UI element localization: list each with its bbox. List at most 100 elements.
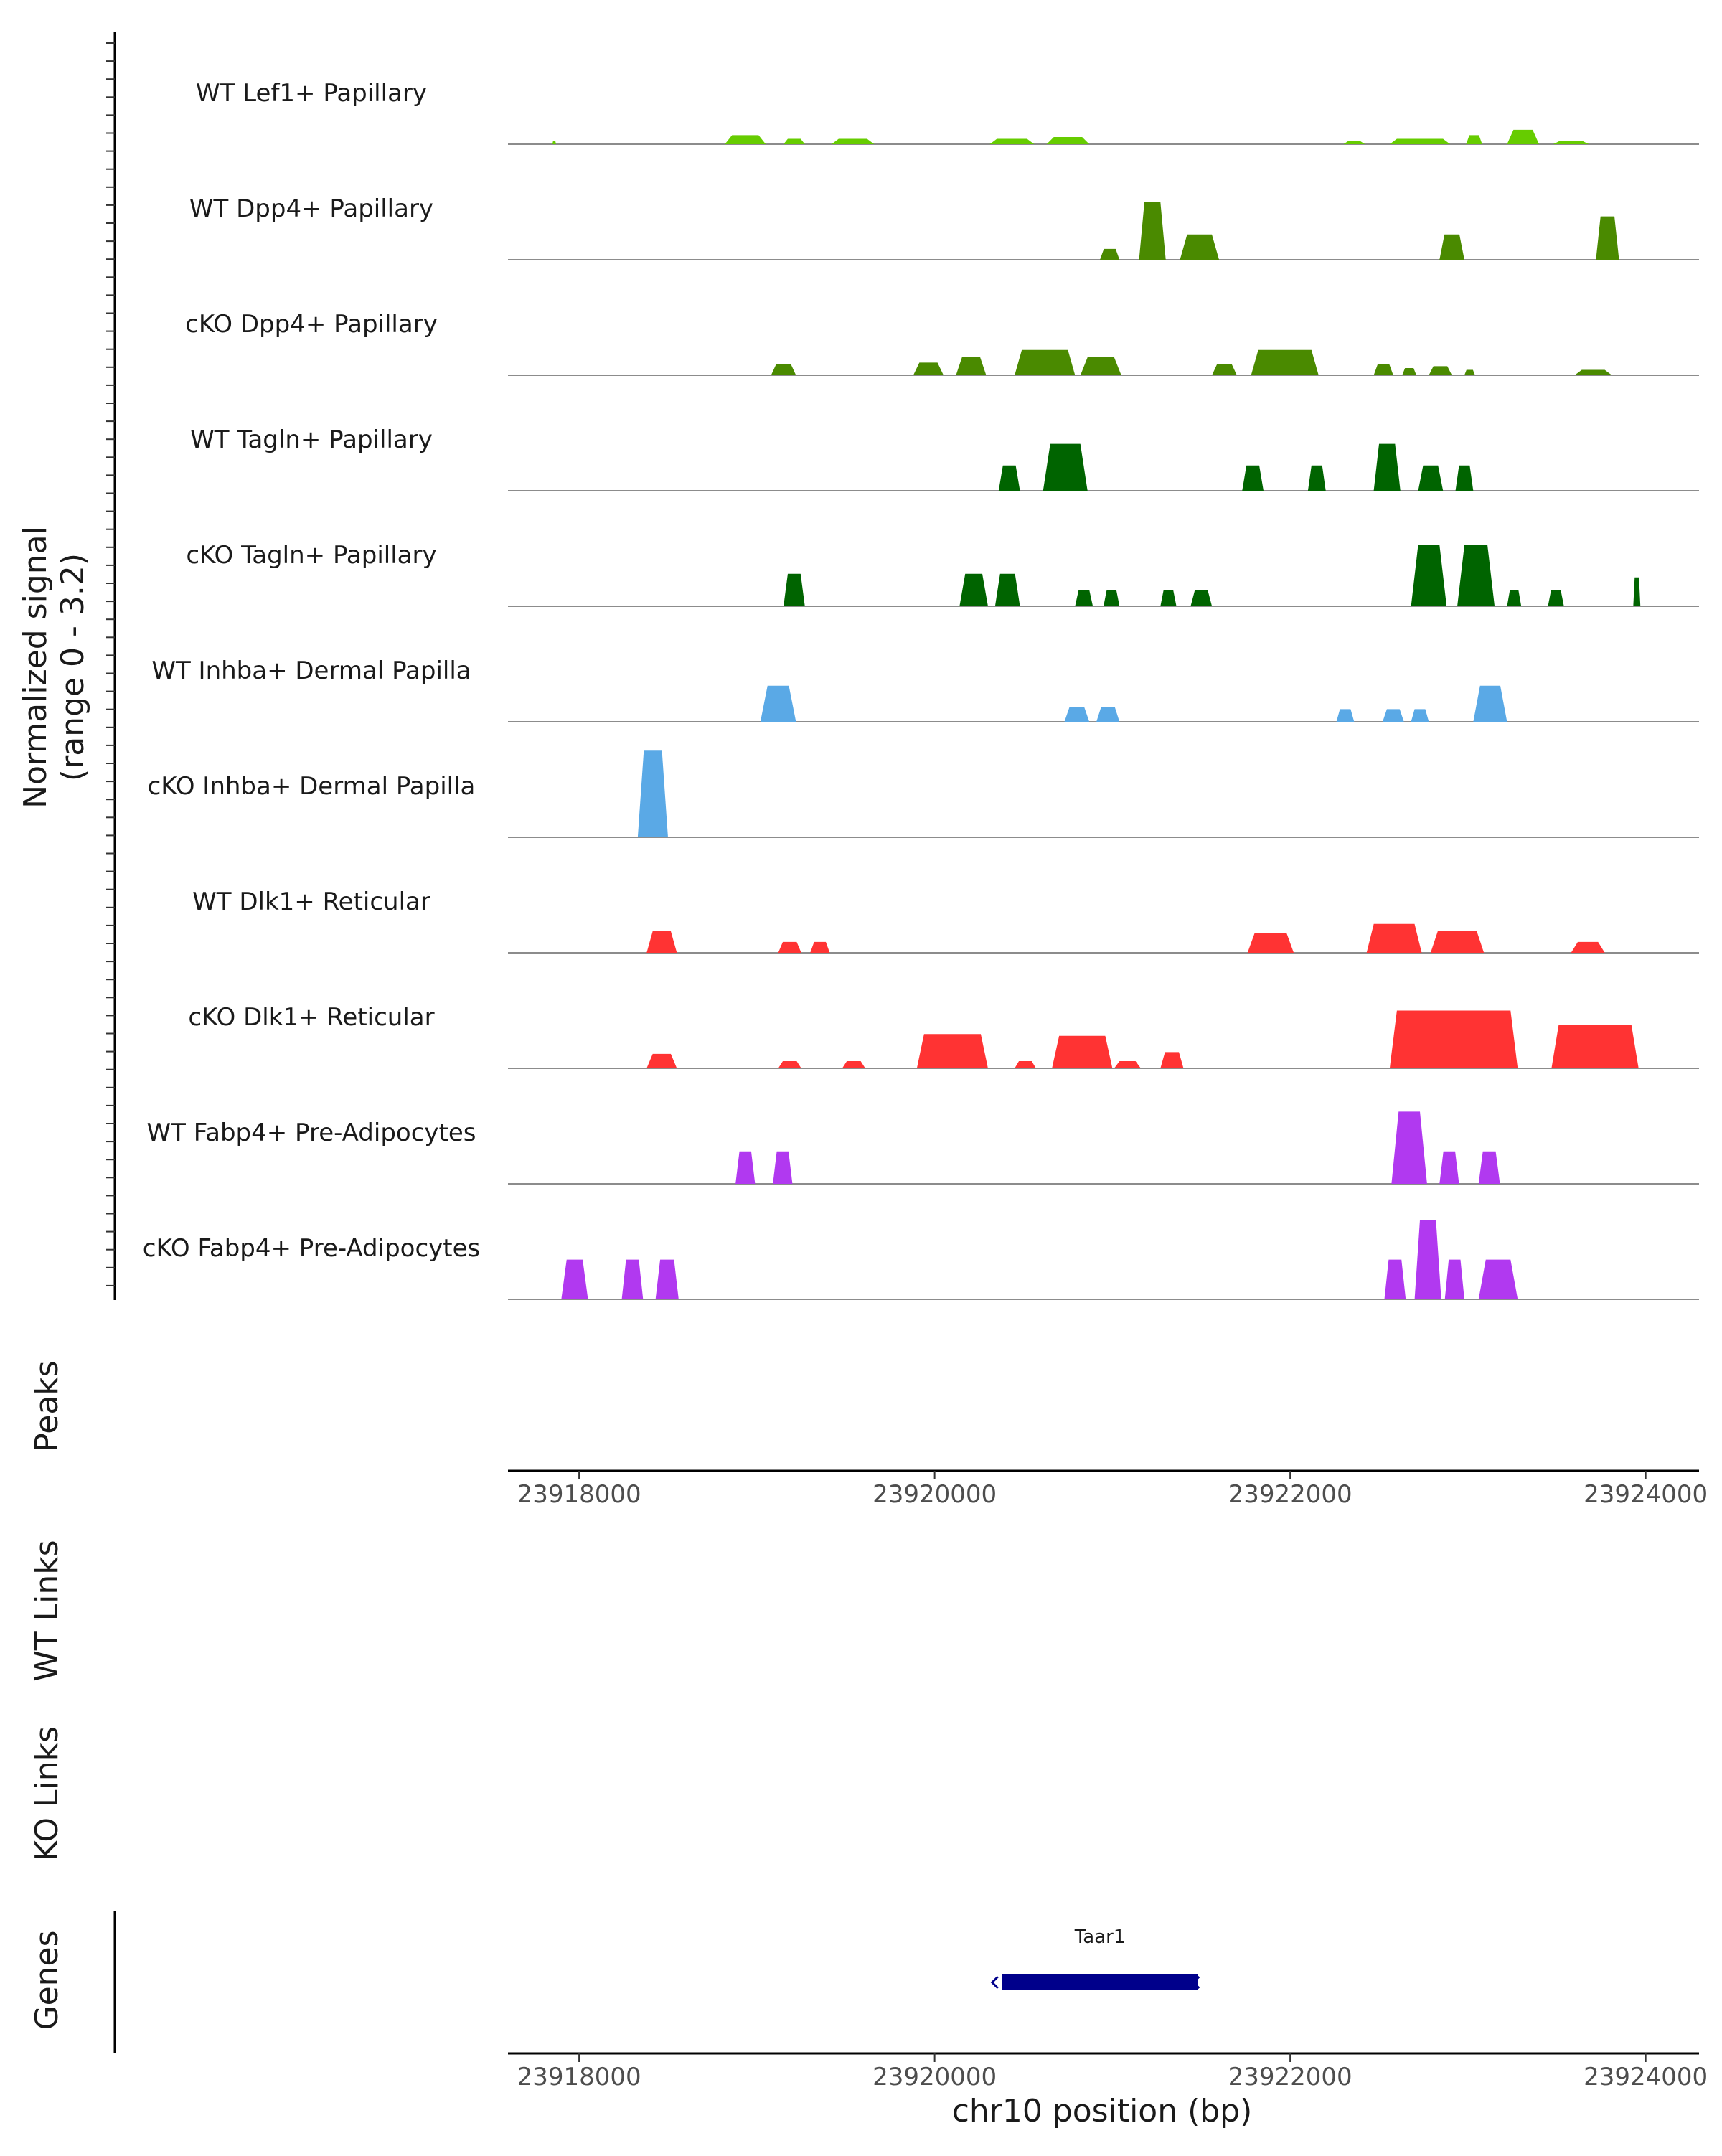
coverage-peak [1242, 465, 1264, 491]
x-tick-label: 23922000 [1228, 1480, 1352, 1509]
coverage-peak [771, 364, 796, 375]
coverage-peak [655, 1259, 679, 1299]
coverage-peak [1478, 1259, 1518, 1299]
coverage-peak [1553, 140, 1589, 144]
wt-links-panel-title: WT Links [29, 1540, 65, 1681]
ko-links-panel-title: KO Links [29, 1726, 65, 1861]
coverage-peak [1444, 1259, 1464, 1299]
coverage-peak [1307, 465, 1326, 491]
tracks-layer: WT Lef1+ Papillary WT Dpp4+ Papillary cKO … [106, 32, 1699, 1300]
coverage-peak [1402, 367, 1417, 375]
coverage-peak [1429, 366, 1452, 375]
x-tick-label: 23924000 [1584, 2063, 1708, 2091]
coverage-peak [1455, 465, 1474, 491]
coverage-peak [1411, 709, 1429, 722]
coverage-peak [1373, 443, 1401, 491]
strand-arrow-icon [990, 1975, 999, 1990]
coverage-peak [552, 140, 556, 144]
coverage-peak [735, 1151, 756, 1184]
y-axis-title-line2: (range 0 - 3.2) [55, 553, 91, 781]
x-axis-title: chr10 position (bp) [952, 2093, 1253, 2129]
coverage-peak [1075, 590, 1093, 606]
peaks-panel-title: Peaks [29, 1360, 65, 1451]
coverage-peak [1382, 709, 1404, 722]
track-label: cKO Inhba+ Dermal Papilla [148, 772, 476, 801]
coverage-peak [810, 941, 830, 953]
coverage-peak [1160, 590, 1177, 606]
coverage-peak [1633, 577, 1641, 606]
coverage-peak [1190, 590, 1213, 606]
coverage-peak [1373, 364, 1393, 375]
coverage-peak [1473, 685, 1507, 722]
track-label: WT Dpp4+ Papillary [189, 194, 433, 223]
coverage-peak [1507, 129, 1540, 144]
track-10: WT Fabp4+ Pre-Adipocytes [147, 1111, 1699, 1185]
track-2: WT Dpp4+ Papillary [189, 194, 1699, 260]
track-8: WT Dlk1+ Reticular [192, 888, 1699, 954]
coverage-peak [1160, 1052, 1184, 1068]
coverage-peak [1571, 941, 1605, 953]
coverage-peak [725, 135, 766, 144]
coverage-peak [646, 1053, 677, 1068]
coverage-peak [956, 357, 987, 375]
coverage-peak [1046, 136, 1090, 144]
coverage-peak [1100, 248, 1120, 260]
strand-arrow-icon [1192, 1975, 1200, 1990]
y-axis-title-line1: Normalized signal [17, 526, 54, 809]
coverage-peak [1384, 1259, 1406, 1299]
coverage-peak [773, 1151, 793, 1184]
coverage-peak [1464, 369, 1475, 375]
coverage-peak [831, 138, 875, 144]
coverage-peak [621, 1259, 644, 1299]
coverage-peak [1430, 931, 1485, 953]
coverage-peak [994, 573, 1020, 606]
coverage-peak [1551, 1025, 1639, 1068]
coverage-peak [760, 685, 796, 722]
coverage-peak [842, 1060, 865, 1068]
coverage-peak [1015, 1060, 1036, 1068]
track-label: WT Inhba+ Dermal Papilla [151, 656, 471, 685]
coverage-peak [1096, 707, 1120, 722]
track-label: WT Tagln+ Papillary [190, 425, 433, 454]
x-tick-label: 23920000 [872, 2063, 997, 2091]
coverage-peak [1548, 590, 1564, 606]
gene-Taar1: Taar1 [990, 1926, 1200, 1990]
coverage-peak [1411, 545, 1447, 606]
x-axis-peaks: 23918000 23920000 23922000 23924000 [508, 1469, 1708, 1509]
coverage-peak [1080, 357, 1121, 375]
track-6: WT Inhba+ Dermal Papilla [151, 656, 1699, 722]
track-1: WT Lef1+ Papillary [196, 79, 1699, 145]
coverage-peak [998, 465, 1020, 491]
track-label: WT Lef1+ Papillary [196, 79, 427, 108]
coverage-peak [916, 1034, 988, 1068]
track-label: cKO Dlk1+ Reticular [188, 1003, 434, 1032]
track-label: cKO Tagln+ Papillary [186, 541, 436, 570]
coverage-peak [1457, 545, 1495, 606]
track-9: cKO Dlk1+ Reticular [188, 1003, 1699, 1069]
coverage-peak [1466, 135, 1482, 144]
genes-panel-title: Genes [29, 1930, 65, 2030]
track-11: cKO Fabp4+ Pre-Adipocytes [143, 1220, 1699, 1300]
x-tick-label: 23924000 [1584, 1480, 1708, 1509]
track-label: cKO Dpp4+ Papillary [185, 310, 438, 339]
track-5: cKO Tagln+ Papillary [186, 541, 1699, 607]
coverage-peak [1043, 443, 1088, 491]
gene-label: Taar1 [1074, 1926, 1126, 1948]
coverage-peak [1064, 707, 1090, 722]
coverage-peak [637, 750, 668, 837]
coverage-peak [784, 573, 805, 606]
track-label: cKO Fabp4+ Pre-Adipocytes [143, 1234, 481, 1263]
coverage-peak [561, 1259, 588, 1299]
coverage-peak [1343, 141, 1365, 144]
x-tick-label: 23918000 [517, 1480, 641, 1509]
coverage-peak [1478, 1151, 1500, 1184]
track-label: WT Dlk1+ Reticular [192, 888, 430, 916]
coverage-peak [1212, 364, 1237, 375]
coverage-peak [1439, 234, 1464, 260]
track-7: cKO Inhba+ Dermal Papilla [148, 750, 1699, 838]
coverage-peak [1366, 923, 1422, 953]
coverage-peak [913, 362, 944, 375]
coverage-peak [1114, 1060, 1142, 1068]
